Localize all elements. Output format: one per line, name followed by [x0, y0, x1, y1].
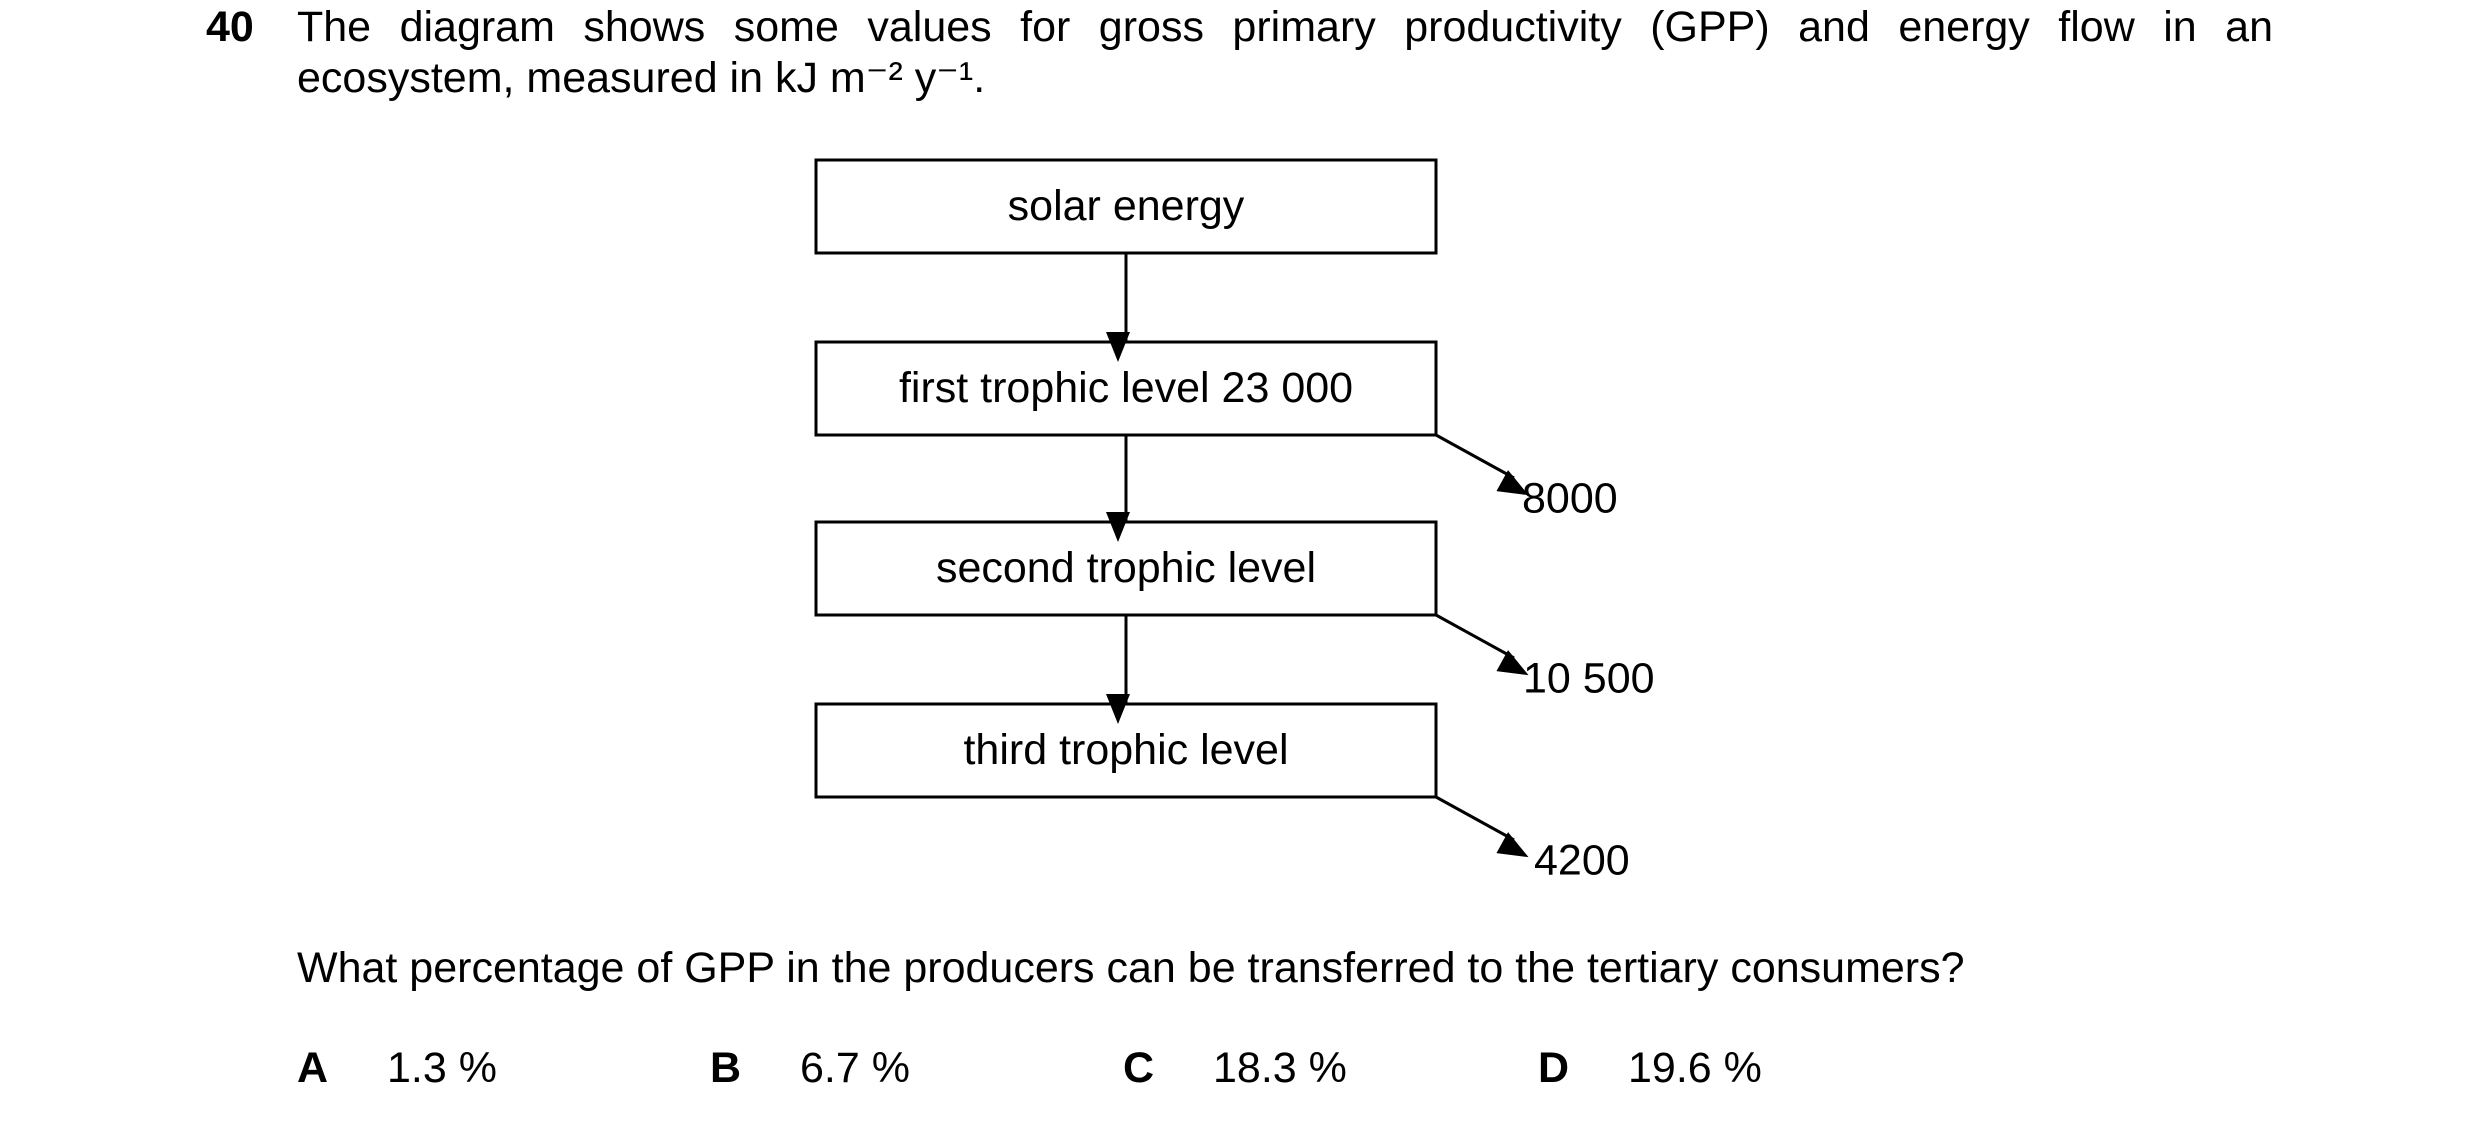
prompt: What percentage of GPP in the producers … — [297, 944, 1965, 992]
stem-line: The diagram shows some values for gross … — [297, 3, 2273, 51]
loss-arrow — [1435, 613, 1529, 676]
box-label: second trophic level — [936, 544, 1316, 592]
loss-label: 10 500 — [1523, 654, 1655, 702]
box-label: first trophic level 23 000 — [899, 364, 1353, 412]
option-letter: D — [1538, 1044, 1570, 1092]
box-label: solar energy — [1008, 182, 1245, 230]
option-text: 1.3 % — [387, 1044, 497, 1092]
loss-label: 4200 — [1534, 836, 1630, 884]
option-text: 18.3 % — [1213, 1044, 1347, 1092]
loss-arrow — [1435, 795, 1529, 858]
option-text: 19.6 % — [1628, 1044, 1762, 1092]
loss-label: 8000 — [1522, 474, 1618, 522]
question-number: 40 — [206, 3, 254, 51]
option-letter: A — [297, 1044, 329, 1092]
box-label: third trophic level — [963, 726, 1288, 774]
option-letter: B — [710, 1044, 742, 1092]
stem-line: ecosystem, measured in kJ m⁻² y⁻¹. — [297, 54, 986, 102]
option-letter: C — [1123, 1044, 1155, 1092]
loss-arrow — [1435, 433, 1529, 496]
option-text: 6.7 % — [800, 1044, 910, 1092]
